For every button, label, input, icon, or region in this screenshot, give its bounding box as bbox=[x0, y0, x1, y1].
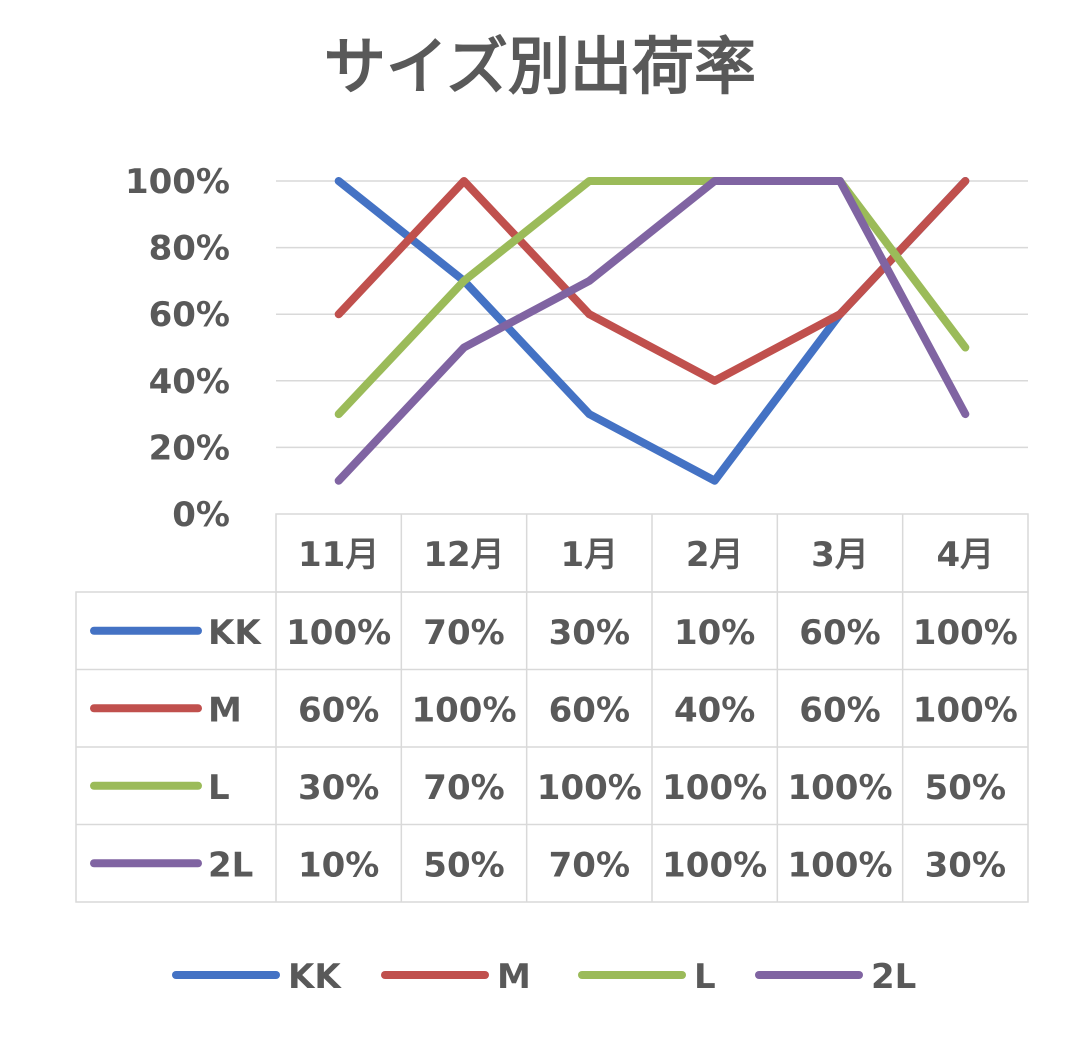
table-value-cell: 30% bbox=[298, 768, 379, 808]
series-line-m bbox=[334, 177, 970, 385]
table-header-cell: 11月 bbox=[298, 535, 379, 575]
table-row-label: L bbox=[208, 768, 230, 808]
series-line-2l bbox=[334, 177, 970, 485]
table-value-cell: 10% bbox=[674, 613, 755, 653]
table-value-cell: 60% bbox=[549, 690, 630, 730]
table-header-cell: 1月 bbox=[560, 535, 618, 575]
table-value-cell: 100% bbox=[913, 690, 1018, 730]
table-value-cell: 100% bbox=[537, 768, 642, 808]
table-value-cell: 60% bbox=[799, 613, 880, 653]
data-table: 11月 12月 1月 2月 3月 4月 KK 100% 70% 30% 10% 60% 100% M 60%… bbox=[75, 513, 1029, 903]
chart-title: サイズ別出荷率 bbox=[324, 30, 756, 103]
table-value-cell: 10% bbox=[298, 845, 379, 885]
series-lines bbox=[334, 177, 970, 485]
table-value-cell: 60% bbox=[799, 690, 880, 730]
table-header-cell: 4月 bbox=[936, 535, 994, 575]
table-value-cell: 100% bbox=[286, 613, 391, 653]
y-tick-label: 80% bbox=[149, 229, 230, 269]
y-tick-label: 40% bbox=[149, 362, 230, 402]
table-header-cell: 3月 bbox=[811, 535, 869, 575]
table-value-cell: 50% bbox=[423, 845, 504, 885]
table-value-cell: 100% bbox=[411, 690, 516, 730]
table-value-cell: 40% bbox=[674, 690, 755, 730]
table-value-cell: 50% bbox=[925, 768, 1006, 808]
table-header-cell: 12月 bbox=[423, 535, 504, 575]
table-value-cell: 100% bbox=[787, 768, 892, 808]
legend-label-m: M bbox=[497, 957, 531, 997]
table-value-cell: 100% bbox=[662, 845, 767, 885]
table-value-cell: 70% bbox=[423, 613, 504, 653]
legend-label-l: L bbox=[694, 957, 716, 997]
y-tick-label: 100% bbox=[125, 162, 230, 202]
table-value-cell: 100% bbox=[662, 768, 767, 808]
table-header-cell: 2月 bbox=[686, 535, 744, 575]
table-row-label: M bbox=[208, 690, 242, 730]
table-value-cell: 60% bbox=[298, 690, 379, 730]
legend-label-2l: 2L bbox=[871, 957, 916, 997]
table-row-label: KK bbox=[208, 613, 262, 653]
y-axis-ticks: 0% 20% 40% 60% 80% 100% bbox=[125, 162, 230, 535]
table-row-label: 2L bbox=[208, 845, 253, 885]
legend-label-kk: KK bbox=[288, 957, 342, 997]
table-value-cell: 70% bbox=[549, 845, 630, 885]
y-tick-label: 20% bbox=[149, 428, 230, 468]
y-tick-label: 0% bbox=[172, 495, 230, 535]
table-value-cell: 70% bbox=[423, 768, 504, 808]
table-value-cell: 30% bbox=[549, 613, 630, 653]
y-tick-label: 60% bbox=[149, 295, 230, 335]
table-value-cell: 100% bbox=[787, 845, 892, 885]
series-line-l bbox=[334, 177, 970, 419]
legend: KK M L 2L bbox=[172, 957, 916, 997]
table-value-cell: 100% bbox=[913, 613, 1018, 653]
table-value-cell: 30% bbox=[925, 845, 1006, 885]
